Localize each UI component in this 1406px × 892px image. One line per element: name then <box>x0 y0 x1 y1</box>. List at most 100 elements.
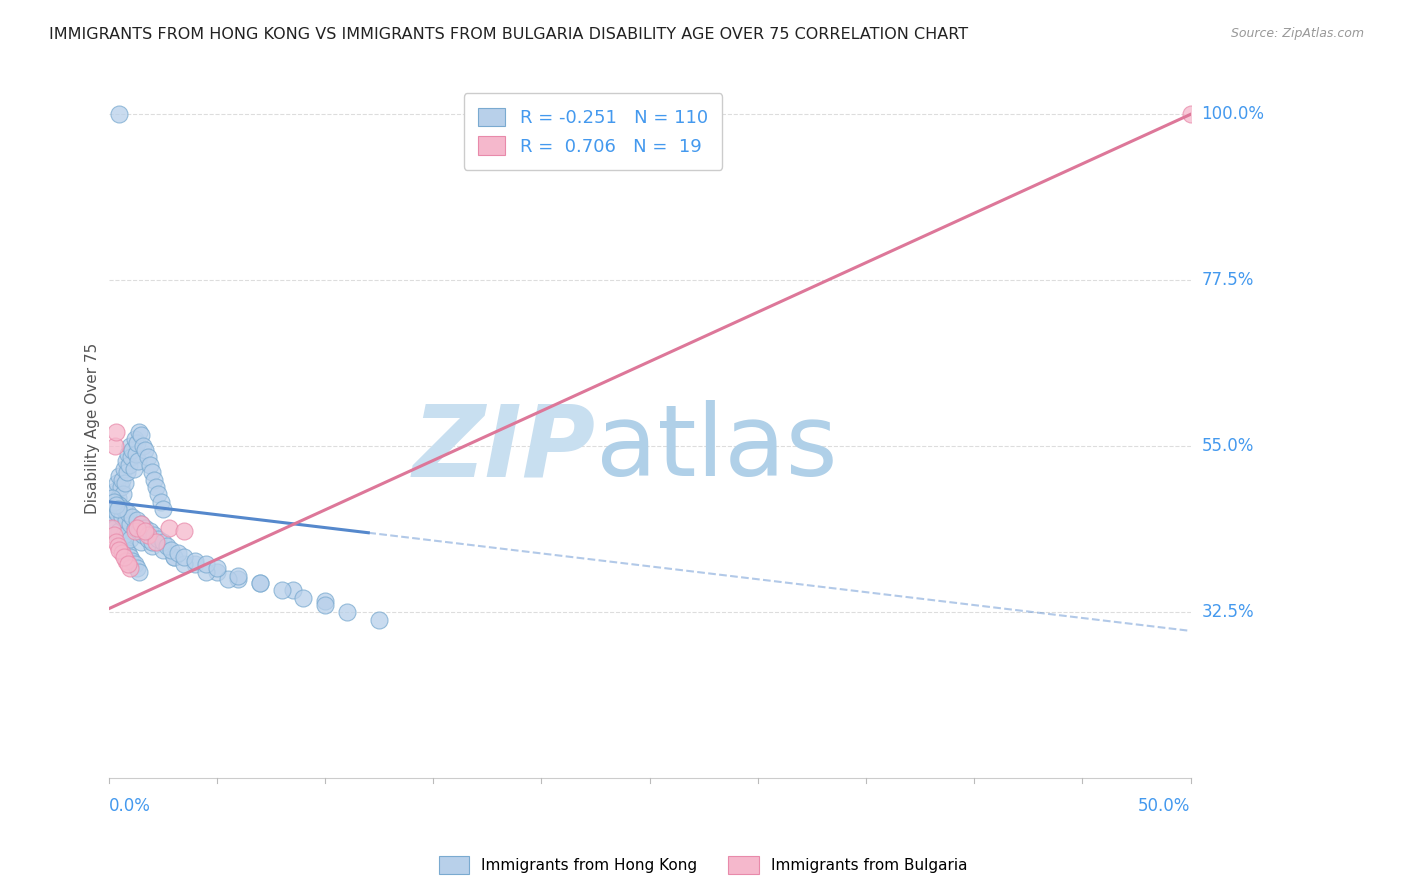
Point <box>141 535 163 549</box>
Point <box>103 528 125 542</box>
Text: atlas: atlas <box>596 401 837 498</box>
Point <box>336 606 359 620</box>
Text: 100.0%: 100.0% <box>1201 105 1264 123</box>
Point <box>195 565 218 579</box>
Text: 50.0%: 50.0% <box>1139 797 1191 815</box>
Point <box>125 513 148 527</box>
Point <box>101 499 124 513</box>
Point <box>249 576 271 591</box>
Point <box>121 554 143 568</box>
Point <box>108 107 131 121</box>
Point <box>112 539 135 553</box>
Point <box>122 461 145 475</box>
Text: 55.0%: 55.0% <box>1201 437 1254 456</box>
Point <box>104 483 127 498</box>
Point <box>141 539 163 553</box>
Point <box>129 535 152 549</box>
Point <box>115 542 138 557</box>
Point <box>103 502 125 516</box>
Point <box>107 502 129 516</box>
Point <box>115 454 138 468</box>
Point <box>124 432 146 446</box>
Point <box>120 550 142 565</box>
Point <box>108 524 131 539</box>
Point <box>124 520 146 534</box>
Point <box>115 513 138 527</box>
Point <box>110 509 132 524</box>
Point <box>105 528 128 542</box>
Point <box>110 473 132 487</box>
Point <box>118 458 141 472</box>
Point <box>104 439 127 453</box>
Point <box>112 550 135 565</box>
Text: 0.0%: 0.0% <box>108 797 150 815</box>
Point <box>128 425 150 439</box>
Text: 32.5%: 32.5% <box>1201 604 1254 622</box>
Point <box>114 476 136 491</box>
Legend: R = -0.251   N = 110, R =  0.706   N =  19: R = -0.251 N = 110, R = 0.706 N = 19 <box>464 94 723 170</box>
Point <box>121 443 143 458</box>
Point <box>157 520 180 534</box>
Point <box>173 524 195 539</box>
Point <box>101 520 124 534</box>
Point <box>124 558 146 572</box>
Point <box>121 509 143 524</box>
Point <box>105 495 128 509</box>
Point <box>152 502 174 516</box>
Point <box>132 439 155 453</box>
Point <box>110 535 132 549</box>
Point <box>111 487 134 501</box>
Point <box>104 495 127 509</box>
Text: Source: ZipAtlas.com: Source: ZipAtlas.com <box>1230 27 1364 40</box>
Point <box>108 469 131 483</box>
Point <box>129 428 152 442</box>
Point <box>120 516 142 531</box>
Point <box>128 565 150 579</box>
Point <box>173 550 195 565</box>
Point <box>134 524 156 539</box>
Point <box>145 535 167 549</box>
Point <box>162 550 184 565</box>
Point <box>105 535 128 549</box>
Point <box>195 558 218 572</box>
Point <box>160 542 183 557</box>
Point <box>143 528 166 542</box>
Point <box>143 473 166 487</box>
Point <box>139 458 162 472</box>
Point <box>134 520 156 534</box>
Point <box>108 532 131 546</box>
Point <box>184 554 207 568</box>
Point <box>110 480 132 494</box>
Point <box>132 528 155 542</box>
Y-axis label: Disability Age Over 75: Disability Age Over 75 <box>86 343 100 514</box>
Point <box>120 561 142 575</box>
Point <box>228 568 250 582</box>
Point <box>167 546 190 560</box>
Point <box>104 520 127 534</box>
Point <box>149 495 172 509</box>
Point <box>152 542 174 557</box>
Point <box>101 491 124 505</box>
Point <box>368 613 391 627</box>
Point <box>105 506 128 520</box>
Point <box>124 524 146 539</box>
Point <box>281 583 304 598</box>
Text: 77.5%: 77.5% <box>1201 271 1254 289</box>
Point <box>104 524 127 539</box>
Point <box>101 502 124 516</box>
Point <box>292 591 315 605</box>
Point <box>125 435 148 450</box>
Point <box>115 554 138 568</box>
Point <box>145 480 167 494</box>
Point <box>152 535 174 549</box>
Point <box>136 528 159 542</box>
Point <box>100 513 122 527</box>
Point <box>105 476 128 491</box>
Point <box>148 487 170 501</box>
Point <box>156 539 179 553</box>
Point <box>101 516 124 531</box>
Point <box>120 450 142 465</box>
Point <box>270 583 292 598</box>
Point <box>134 443 156 458</box>
Point <box>184 558 207 572</box>
